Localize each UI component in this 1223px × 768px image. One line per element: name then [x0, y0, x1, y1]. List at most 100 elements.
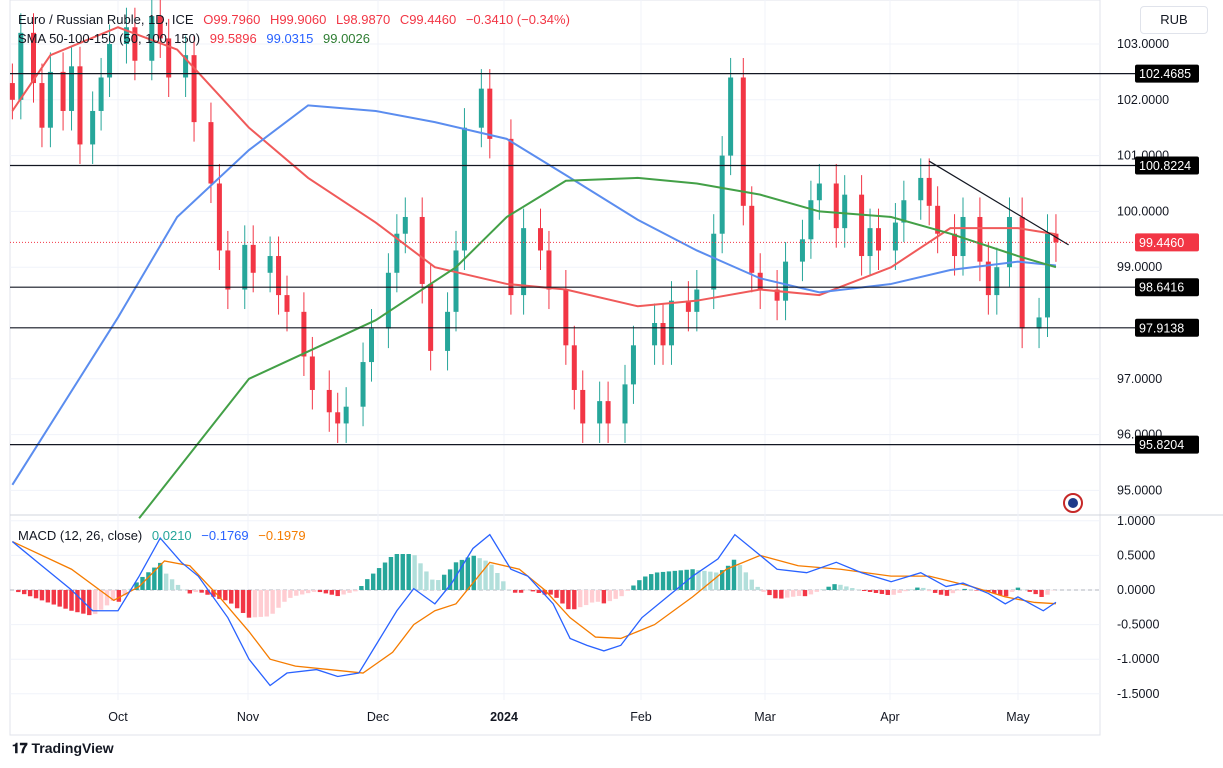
macd-histogram-bar [152, 567, 157, 590]
candle-body [630, 345, 636, 385]
macd-histogram-bar [927, 590, 932, 592]
candle-body [301, 311, 307, 357]
macd-histogram-bar [122, 590, 127, 596]
y-tick-label: 99.0000 [1117, 260, 1162, 274]
y-tick-label: 100.0000 [1117, 204, 1169, 218]
symbol-title[interactable]: Euro / Russian Ruble, 1D, ICE [18, 12, 194, 27]
macd-histogram-bar [767, 590, 772, 596]
macd-histogram-bar [637, 580, 642, 590]
candle-body [428, 283, 434, 351]
macd-histogram-bar [75, 590, 80, 613]
macd-histogram-bar [317, 590, 323, 593]
candle-body [107, 44, 113, 78]
level-price-label: 102.4685 [1139, 67, 1191, 81]
macd-histogram-bar [974, 590, 979, 591]
macd-histogram-bar [725, 565, 731, 590]
level-price-tag [1135, 435, 1199, 454]
macd-histogram-bar [51, 590, 56, 605]
candle-body [149, 16, 155, 61]
macd-histogram-bar [1039, 590, 1044, 597]
macd-histogram-bar [714, 572, 719, 590]
macd-histogram-bar [1015, 587, 1021, 590]
candle-body [994, 267, 1000, 296]
macd-histogram-bar [921, 587, 926, 590]
y-tick-label: 103.0000 [1117, 37, 1169, 51]
macd-histogram-bar [719, 570, 725, 590]
x-tick-label: Mar [754, 710, 776, 724]
macd-histogram-bar [370, 573, 376, 590]
candle-body [833, 183, 839, 229]
macd-histogram-bar [116, 590, 122, 602]
candle-body [69, 66, 75, 111]
candle-body [571, 345, 577, 390]
x-tick-label: May [1006, 710, 1030, 724]
macd-histogram-bar [950, 590, 956, 594]
candle-body [901, 200, 907, 223]
macd-histogram-bar [648, 574, 654, 590]
macd-histogram-bar [305, 590, 311, 594]
macd-title[interactable]: MACD (12, 26, close) [18, 528, 143, 543]
macd-histogram-bar [424, 571, 429, 590]
macd-histogram-bar [1009, 590, 1015, 592]
macd-histogram-bar [956, 590, 961, 591]
tradingview-logo[interactable]: 𝟏𝟕 TradingView [12, 740, 114, 757]
candle-body [1045, 233, 1050, 318]
macd-histogram-bar [294, 590, 299, 596]
macd-histogram-bar [199, 590, 204, 593]
x-tick-label: Feb [630, 710, 652, 724]
macd-histogram-bar [867, 590, 873, 592]
macd-histogram-bar [252, 590, 258, 618]
sma150-value: 99.0026 [323, 31, 370, 46]
macd-histogram-bar [518, 590, 524, 593]
candle-body [402, 216, 408, 234]
candle-body [242, 244, 248, 290]
candle-body [546, 250, 552, 290]
macd-histogram-bar [92, 590, 98, 615]
macd-histogram-bar [737, 565, 743, 590]
macd-histogram-bar [672, 570, 678, 590]
sma-legend: SMA 50-100-150 (50, 100, 150) 99.5896 99… [18, 31, 376, 46]
candle-body [774, 289, 780, 301]
macd-histogram-bar [229, 590, 234, 604]
candle-body [77, 66, 83, 145]
macd-histogram-bar [1027, 590, 1032, 592]
sma-title[interactable]: SMA 50-100-150 (50, 100, 150) [18, 31, 201, 46]
macd-histogram-bar [246, 590, 252, 618]
candle-body [39, 83, 45, 128]
candle-body [98, 77, 104, 111]
candle-body [453, 250, 459, 312]
candle-body [157, 16, 163, 39]
candle-body [719, 155, 725, 234]
sma-line-sma150 [138, 176, 1057, 519]
candle-body [652, 323, 658, 346]
macd-histogram-bar [666, 571, 672, 590]
macd-histogram-bar [276, 590, 281, 608]
sma100-value: 99.0315 [266, 31, 314, 46]
candle-body [711, 233, 717, 290]
macd-histogram-bar [790, 590, 796, 597]
candle-body [749, 205, 755, 273]
macd-histogram-bar [217, 590, 222, 599]
level-price-label: 97.9138 [1139, 321, 1184, 335]
macd-histogram-bar [654, 572, 660, 590]
macd-histogram-bar [347, 590, 352, 593]
candle-body [842, 194, 848, 229]
open-value: O99.7960 [203, 12, 261, 27]
macd-histogram-bar [873, 590, 879, 593]
candle-body [250, 244, 256, 273]
macd-histogram-bar [436, 580, 441, 590]
tv-logo-icon: 𝟏𝟕 [12, 740, 32, 756]
currency-button[interactable]: RUB [1140, 6, 1208, 34]
last-price-tag [1135, 233, 1199, 252]
macd-histogram-bar [909, 589, 914, 590]
level-price-label: 100.8224 [1139, 159, 1191, 173]
candle-body [284, 295, 290, 312]
macd-histogram-bar [418, 563, 423, 590]
macd-histogram-bar [631, 585, 636, 590]
candle-body [343, 406, 349, 424]
macd-histogram-bar [838, 584, 843, 590]
macd-histogram-bar [33, 590, 39, 599]
macd-histogram-bar [441, 574, 447, 590]
macd-histogram-bar [761, 590, 766, 592]
